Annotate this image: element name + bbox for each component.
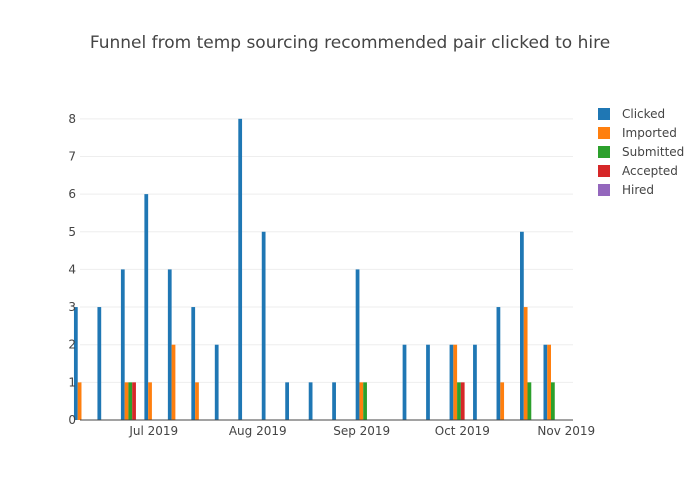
bar-imported [124, 382, 129, 420]
bar-clicked [285, 382, 290, 420]
grid-lines [80, 118, 573, 383]
bar-clicked [520, 231, 524, 420]
y-tick-label: 5 [68, 225, 76, 239]
bar-submitted [527, 382, 532, 420]
bar-accepted [132, 382, 136, 420]
legend-label: Clicked [622, 106, 666, 121]
bar-clicked [167, 269, 172, 420]
bar-clicked [543, 344, 548, 420]
bar-clicked [426, 344, 430, 420]
bar-clicked [308, 382, 313, 420]
legend-item-clicked[interactable]: Clicked [594, 104, 684, 123]
bar-clicked [402, 344, 407, 420]
axes: 0 1 2 3 4 5 6 7 8 Jul 2019 Aug 2019 Sep 2019 Oct 201… [68, 112, 595, 438]
chart-title: Funnel from temp sourcing recommended pa… [89, 33, 611, 53]
legend: Clicked Imported Submitted Accepted Hired [594, 104, 684, 199]
bar-imported [500, 382, 505, 420]
legend-item-hired[interactable]: Hired [594, 180, 684, 199]
bar-imported [547, 344, 551, 420]
legend-item-imported[interactable]: Imported [594, 123, 684, 142]
legend-swatch [598, 126, 610, 139]
y-tick-label: 7 [68, 149, 76, 163]
legend-swatch [598, 145, 610, 158]
x-tick-label: Nov 2019 [537, 424, 595, 438]
bar-imported [77, 382, 82, 420]
bar-clicked [73, 307, 78, 420]
bars [73, 118, 555, 420]
bar-imported [171, 344, 176, 420]
bar-submitted [551, 382, 555, 420]
bar-clicked [473, 344, 477, 420]
legend-label: Submitted [622, 144, 685, 159]
y-tick-label: 4 [68, 262, 76, 276]
bar-clicked [496, 307, 501, 420]
bar-clicked [261, 231, 266, 420]
bar-clicked [449, 344, 454, 420]
bar-imported [195, 382, 199, 420]
bar-clicked [332, 382, 336, 420]
legend-swatch [598, 183, 610, 196]
bar-imported [453, 344, 458, 420]
y-tick-label: 6 [68, 187, 76, 201]
bar-clicked [191, 307, 196, 420]
y-tick-label: 3 [68, 300, 76, 314]
x-tick-label: Jul 2019 [128, 424, 178, 438]
x-tick-label: Aug 2019 [229, 424, 287, 438]
y-tick-label: 2 [68, 338, 76, 352]
legend-label: Accepted [622, 163, 678, 178]
bar-imported [359, 382, 364, 420]
y-tick-label: 1 [68, 375, 76, 389]
bar-submitted [457, 382, 461, 420]
bar-clicked [238, 118, 243, 420]
bar-submitted [128, 382, 133, 420]
legend-label: Hired [622, 182, 655, 197]
legend-swatch [598, 164, 610, 177]
x-tick-label: Sep 2019 [333, 424, 390, 438]
bar-imported [523, 307, 528, 420]
bar-clicked [144, 194, 149, 420]
legend-item-accepted[interactable]: Accepted [594, 161, 684, 180]
bar-submitted [363, 382, 367, 420]
legend-item-submitted[interactable]: Submitted [594, 142, 684, 161]
y-tick-label: 8 [68, 112, 76, 126]
bar-clicked [355, 269, 360, 420]
legend-swatch [598, 107, 610, 120]
bar-clicked [120, 269, 125, 420]
legend-label: Imported [622, 125, 677, 140]
x-tick-label: Oct 2019 [435, 424, 490, 438]
bar-clicked [97, 307, 102, 420]
bar-accepted [460, 382, 465, 420]
bar-imported [148, 382, 152, 420]
bar-clicked [214, 344, 219, 420]
y-tick-label: 0 [68, 413, 76, 427]
